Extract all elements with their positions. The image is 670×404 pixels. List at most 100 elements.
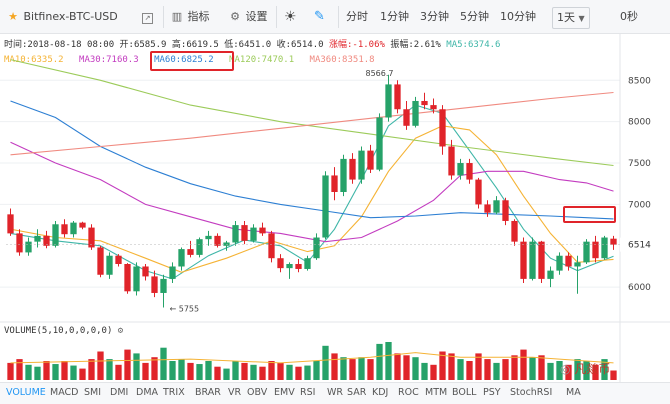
candle-body xyxy=(574,262,581,267)
volume-bar xyxy=(574,359,581,380)
pair-selector[interactable]: ★ Bitfinex-BTC-USD xyxy=(6,5,118,29)
candle-body xyxy=(52,224,59,246)
divider xyxy=(163,6,164,28)
indicators-button[interactable]: ▥ 指标 xyxy=(170,5,210,29)
candle-body xyxy=(277,258,284,269)
tab-vr[interactable]: VR xyxy=(228,387,242,398)
candle-body xyxy=(205,235,212,240)
interval-10min[interactable]: 10分钟 xyxy=(500,10,536,23)
tab-boll[interactable]: BOLL xyxy=(452,387,477,398)
candle-body xyxy=(97,247,104,275)
y-tick-label: 7000 xyxy=(628,200,651,210)
volume-bar xyxy=(385,342,392,380)
tab-trix[interactable]: TRIX xyxy=(163,387,185,398)
volume-bar xyxy=(349,359,356,380)
tab-volume[interactable]: VOLUME xyxy=(6,387,46,398)
candle-body xyxy=(79,222,86,228)
volume-bar xyxy=(484,359,491,380)
tab-obv[interactable]: OBV xyxy=(247,387,268,398)
max-price-annotation: 8566.7 xyxy=(366,69,394,78)
tab-roc[interactable]: ROC xyxy=(398,387,419,398)
legend-ma120: MA120:7470.1 xyxy=(229,55,295,65)
volume-bar xyxy=(511,355,518,380)
tab-dma[interactable]: DMA xyxy=(136,387,159,398)
candle-body xyxy=(304,258,311,269)
candle-body xyxy=(106,255,113,275)
current-price-label: 6514 xyxy=(628,241,651,251)
candle-body xyxy=(25,241,32,253)
volume-bar xyxy=(52,364,59,380)
volume-bar xyxy=(340,357,347,380)
tab-ma[interactable]: MA xyxy=(566,387,581,398)
tab-rsi[interactable]: RSI xyxy=(300,387,316,398)
volume-bar xyxy=(529,357,536,380)
volume-bar xyxy=(520,349,527,380)
interval-minute-line[interactable]: 分时 xyxy=(346,10,368,23)
tab-psy[interactable]: PSY xyxy=(483,387,501,398)
candle-body xyxy=(142,266,149,277)
volume-bar xyxy=(412,357,419,380)
tab-dmi[interactable]: DMI xyxy=(110,387,129,398)
candle-body xyxy=(43,235,50,246)
legend-ma30: MA30:7160.3 xyxy=(79,55,139,65)
candle-body xyxy=(547,270,554,279)
candle-body xyxy=(214,235,221,246)
volume-bar xyxy=(421,362,428,380)
volume-bar xyxy=(592,364,599,380)
volume-bar xyxy=(196,364,203,380)
candle-body xyxy=(448,146,455,176)
wechat-icon: ◎ xyxy=(560,362,571,376)
tab-brar[interactable]: BRAR xyxy=(195,387,221,398)
volume-bar xyxy=(502,359,509,380)
volume-bar xyxy=(16,359,23,380)
settings-button[interactable]: ⚙ 设置 xyxy=(228,5,267,29)
share-icon[interactable]: ↗ xyxy=(142,5,153,29)
interval-5min[interactable]: 5分钟 xyxy=(460,10,489,23)
volume-bar xyxy=(70,365,77,380)
candle-body xyxy=(34,235,41,242)
candle-body xyxy=(421,100,428,106)
theme-toggle-icon[interactable]: ☀ xyxy=(284,9,297,25)
candle-body xyxy=(196,239,203,255)
volume-bar xyxy=(223,368,230,380)
draw-tool-icon[interactable]: ✎ xyxy=(314,9,325,24)
ma-line-ma120 xyxy=(10,59,614,167)
candle-body xyxy=(169,266,176,279)
tab-kdj[interactable]: KDJ xyxy=(372,387,389,398)
candle-body xyxy=(592,241,599,259)
gear-icon[interactable]: ⚙ xyxy=(117,326,124,336)
candle-body xyxy=(331,175,338,192)
tab-stochrsi[interactable]: StochRSI xyxy=(510,387,553,398)
candle-body xyxy=(241,225,248,241)
tab-sar[interactable]: SAR xyxy=(347,387,367,398)
candle-body xyxy=(268,233,275,259)
interval-1min[interactable]: 1分钟 xyxy=(380,10,409,23)
volume-bar xyxy=(268,361,275,380)
candle-body xyxy=(376,117,383,170)
volume-bar xyxy=(430,364,437,380)
watermark: ◎ 凡燚币 xyxy=(560,360,610,377)
star-icon[interactable]: ★ xyxy=(8,10,18,23)
tab-macd[interactable]: MACD xyxy=(50,387,79,398)
interval-3min[interactable]: 3分钟 xyxy=(420,10,449,23)
candle-body xyxy=(124,264,131,292)
candle-body xyxy=(151,276,158,293)
tab-wr[interactable]: WR xyxy=(327,387,343,398)
volume-bar xyxy=(214,366,221,380)
volume-bar xyxy=(250,364,257,380)
tab-smi[interactable]: SMI xyxy=(84,387,102,398)
volume-bar xyxy=(439,351,446,380)
indicator-chart-icon: ▥ xyxy=(171,10,183,23)
volume-bar xyxy=(277,362,284,380)
candle-body xyxy=(430,105,437,110)
tab-mtm[interactable]: MTM xyxy=(425,387,448,398)
candle-body xyxy=(61,224,68,235)
watermark-text: 凡燚币 xyxy=(574,362,611,376)
tab-emv[interactable]: EMV xyxy=(274,387,295,398)
volume-params: VOLUME(5,10,0,0,0,0) xyxy=(4,326,113,336)
volume-bar xyxy=(178,359,185,380)
ma-line-ma30 xyxy=(10,141,614,243)
interval-dropdown[interactable]: 1天 ▼ xyxy=(552,7,590,29)
min-price-annotation: ← 5755 xyxy=(170,304,200,313)
